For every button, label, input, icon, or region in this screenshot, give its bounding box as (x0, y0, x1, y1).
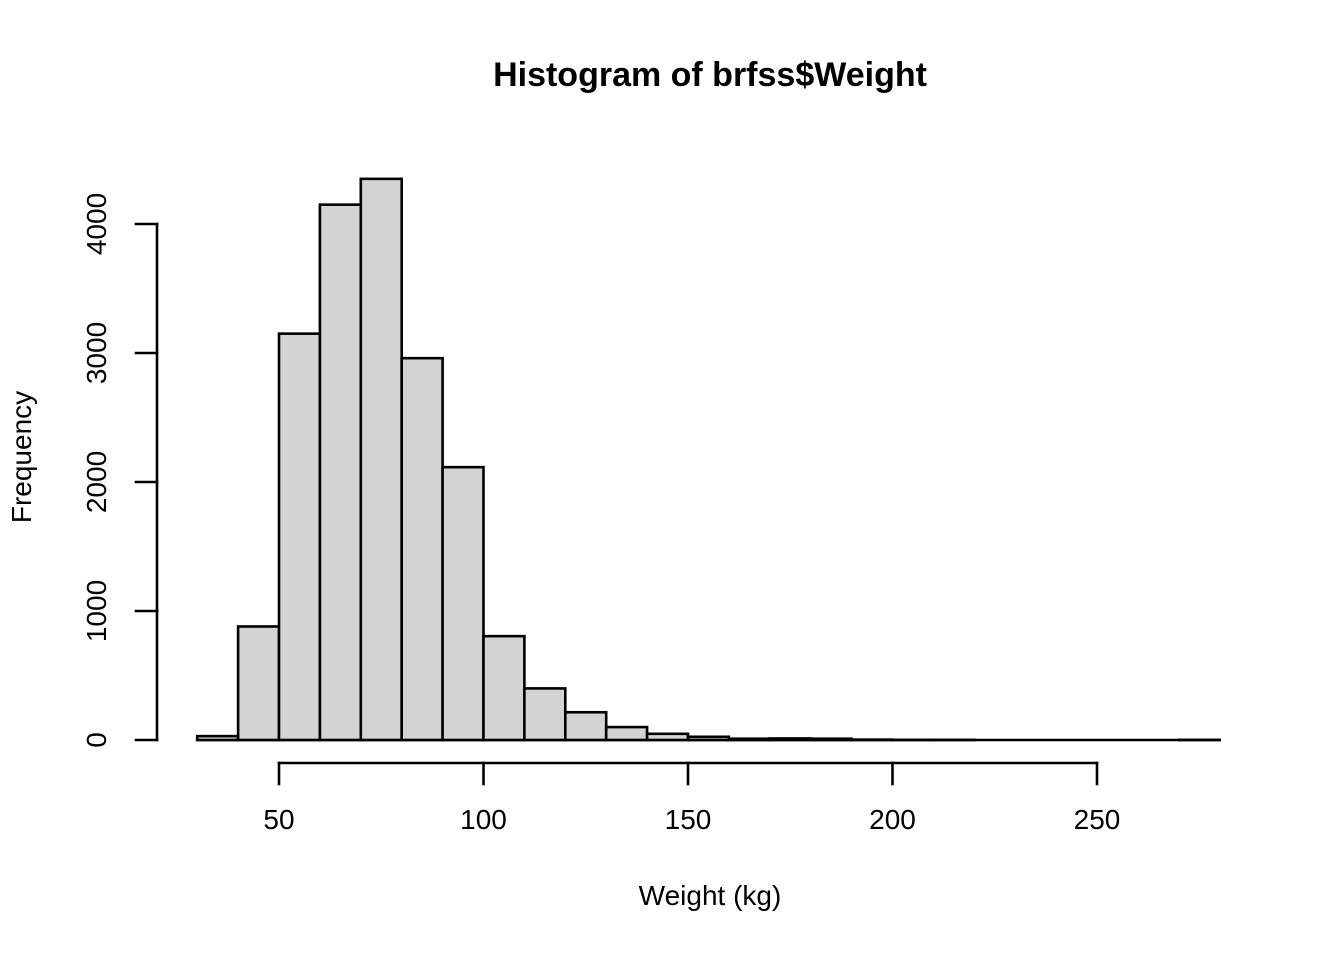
histogram-bar (400, 356, 444, 742)
chart-title: Histogram of brfss$Weight (493, 56, 927, 94)
x-axis-label: Weight (kg) (638, 880, 782, 911)
y-axis-label: Frequency (6, 390, 37, 524)
x-axis-tick-label-200: 200 (869, 804, 916, 835)
x-axis-tick-label-100: 100 (460, 804, 507, 835)
x-axis-tick-label-150: 150 (664, 804, 712, 835)
x-axis (277, 761, 1099, 786)
y-axis-tick-label-0: 0 (81, 732, 112, 748)
histogram-bar (441, 465, 485, 742)
histogram-bar (318, 203, 363, 742)
histogram-bars (195, 177, 1222, 742)
histogram-bar (482, 634, 526, 742)
histogram-bar (236, 625, 281, 742)
x-axis-tick-label-250: 250 (1073, 804, 1121, 835)
histogram-bar (563, 710, 608, 742)
y-axis-tick-label-2000: 2000 (81, 450, 112, 514)
y-axis-tick-label-4000: 4000 (81, 192, 112, 256)
y-axis-tick-label-3000: 3000 (81, 321, 112, 385)
y-axis (134, 222, 159, 742)
y-axis-tick-label-1000: 1000 (81, 579, 112, 643)
x-axis-tick-label-50: 50 (263, 804, 295, 835)
histogram-bar (359, 177, 403, 742)
histogram-bar (523, 687, 567, 742)
